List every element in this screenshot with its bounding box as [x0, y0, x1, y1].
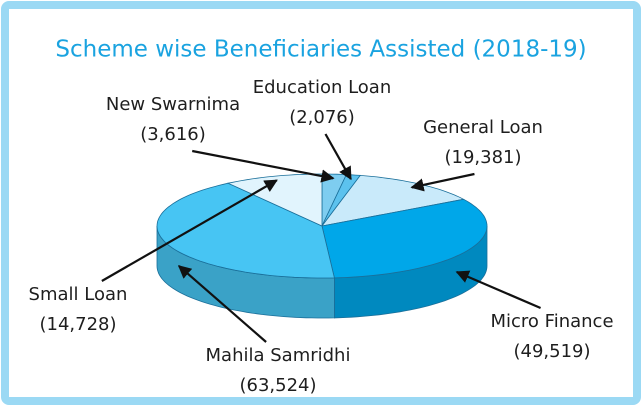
value-label: (49,519)	[513, 341, 590, 362]
label-arrow	[455, 270, 542, 310]
category-label: General Loan	[423, 117, 543, 138]
category-label: Mahila Samridhi	[206, 345, 351, 366]
label-arrow	[324, 133, 352, 181]
label-arrow	[101, 179, 278, 282]
category-label: Small Loan	[29, 284, 128, 305]
chart-title: Scheme wise Beneficiaries Assisted (2018…	[55, 37, 586, 63]
label-arrow	[177, 265, 267, 343]
label-arrow	[410, 172, 475, 192]
category-label: Micro Finance	[490, 311, 613, 332]
value-label: (19,381)	[444, 147, 521, 168]
label-arrow	[192, 149, 335, 183]
value-label: (3,616)	[140, 124, 206, 145]
pie	[156, 173, 488, 319]
labels: New Swarnima (3,616) Education Loan (2,076)…	[29, 77, 614, 396]
value-label: (63,524)	[239, 375, 316, 396]
value-label: (14,728)	[39, 314, 116, 335]
category-label: New Swarnima	[106, 94, 240, 115]
value-label: (2,076)	[289, 107, 355, 128]
category-label: Education Loan	[253, 77, 392, 98]
slice	[321, 198, 488, 279]
